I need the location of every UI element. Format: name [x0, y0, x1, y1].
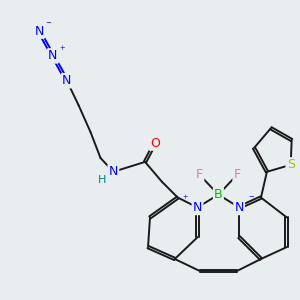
Text: N: N	[109, 165, 118, 178]
Text: F: F	[234, 168, 241, 181]
Text: N: N	[62, 74, 71, 87]
Text: N: N	[34, 25, 44, 38]
Text: H: H	[98, 175, 106, 185]
Text: S: S	[287, 158, 295, 171]
Text: N: N	[193, 201, 202, 214]
Text: $^{-}$: $^{-}$	[248, 194, 255, 205]
Text: F: F	[196, 168, 203, 181]
Text: $^{-}$: $^{-}$	[45, 20, 52, 30]
Text: B: B	[214, 188, 223, 201]
Text: $^{+}$: $^{+}$	[59, 45, 66, 55]
Text: N: N	[48, 50, 58, 62]
Text: N: N	[235, 201, 244, 214]
Text: $^{+}$: $^{+}$	[182, 194, 189, 205]
Text: O: O	[150, 136, 160, 150]
